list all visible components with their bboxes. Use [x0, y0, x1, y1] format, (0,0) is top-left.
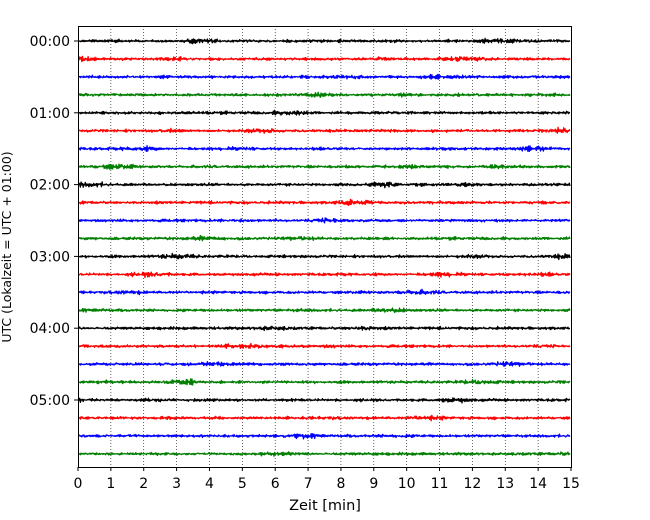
- y-tick-label: 03:00: [30, 249, 70, 265]
- x-tick-label: 6: [271, 476, 280, 492]
- seismogram-trace: [78, 145, 571, 153]
- x-tick-label: 9: [369, 476, 378, 492]
- x-tick-label: 4: [205, 476, 214, 492]
- seismogram-trace: [78, 234, 571, 242]
- seismogram-trace: [78, 37, 571, 45]
- x-tick-label: 1: [106, 476, 115, 492]
- x-tick-label: 5: [238, 476, 247, 492]
- x-tick-label: 0: [74, 476, 83, 492]
- seismogram-trace: [78, 109, 571, 116]
- seismogram-trace: [78, 451, 571, 457]
- x-axis-label: Zeit [min]: [289, 498, 361, 514]
- x-tick-label: 11: [431, 476, 449, 492]
- x-tick-label: 12: [463, 476, 481, 492]
- y-tick-label: 00:00: [30, 34, 70, 50]
- x-tick-label: 7: [304, 476, 313, 492]
- seismogram-trace: [78, 217, 571, 224]
- y-axis-label: UTC (Lokalzeit = UTC + 01:00): [0, 151, 14, 342]
- x-axis: 0 1 2 3 4 5 6 7 8 9 10 11 12 13 14 15: [74, 467, 580, 492]
- seismogram-trace: [78, 432, 571, 440]
- seismogram-trace: [78, 252, 571, 261]
- x-tick-label: 10: [398, 476, 416, 492]
- seismogram-trace: [78, 126, 571, 134]
- x-tick-label: 8: [336, 476, 345, 492]
- seismogram-trace: [78, 271, 571, 279]
- seismogram-trace: [78, 288, 571, 296]
- y-tick-label: 04:00: [30, 321, 70, 337]
- seismogram-trace: [78, 73, 571, 80]
- x-tick-label: 13: [496, 476, 514, 492]
- plot-frame: [78, 26, 572, 468]
- seismogram-trace: [78, 91, 571, 99]
- seismogram-trace: [78, 307, 571, 314]
- x-tick-label: 15: [562, 476, 580, 492]
- seismogram-trace: [78, 198, 571, 206]
- y-tick-label: 02:00: [30, 178, 70, 194]
- seismogram-trace: [78, 55, 571, 63]
- seismogram-trace: [78, 342, 571, 349]
- y-axis: 00:00 01:00 02:00 03:00 04:00 05:00: [30, 34, 78, 409]
- x-tick-label: 3: [172, 476, 181, 492]
- seismogram-trace: [78, 397, 571, 404]
- seismogram-trace: [78, 414, 571, 422]
- x-tick-label: 2: [139, 476, 148, 492]
- y-tick-label: 05:00: [30, 393, 70, 409]
- seismogram-trace: [78, 360, 571, 368]
- seismogram-trace: [78, 181, 571, 189]
- seismogram-trace: [78, 325, 571, 332]
- seismogram-traces: [78, 37, 571, 457]
- x-tick-label: 14: [529, 476, 547, 492]
- seismogram-trace: [78, 163, 571, 170]
- seismogram-trace: [78, 378, 571, 386]
- y-tick-label: 01:00: [30, 106, 70, 122]
